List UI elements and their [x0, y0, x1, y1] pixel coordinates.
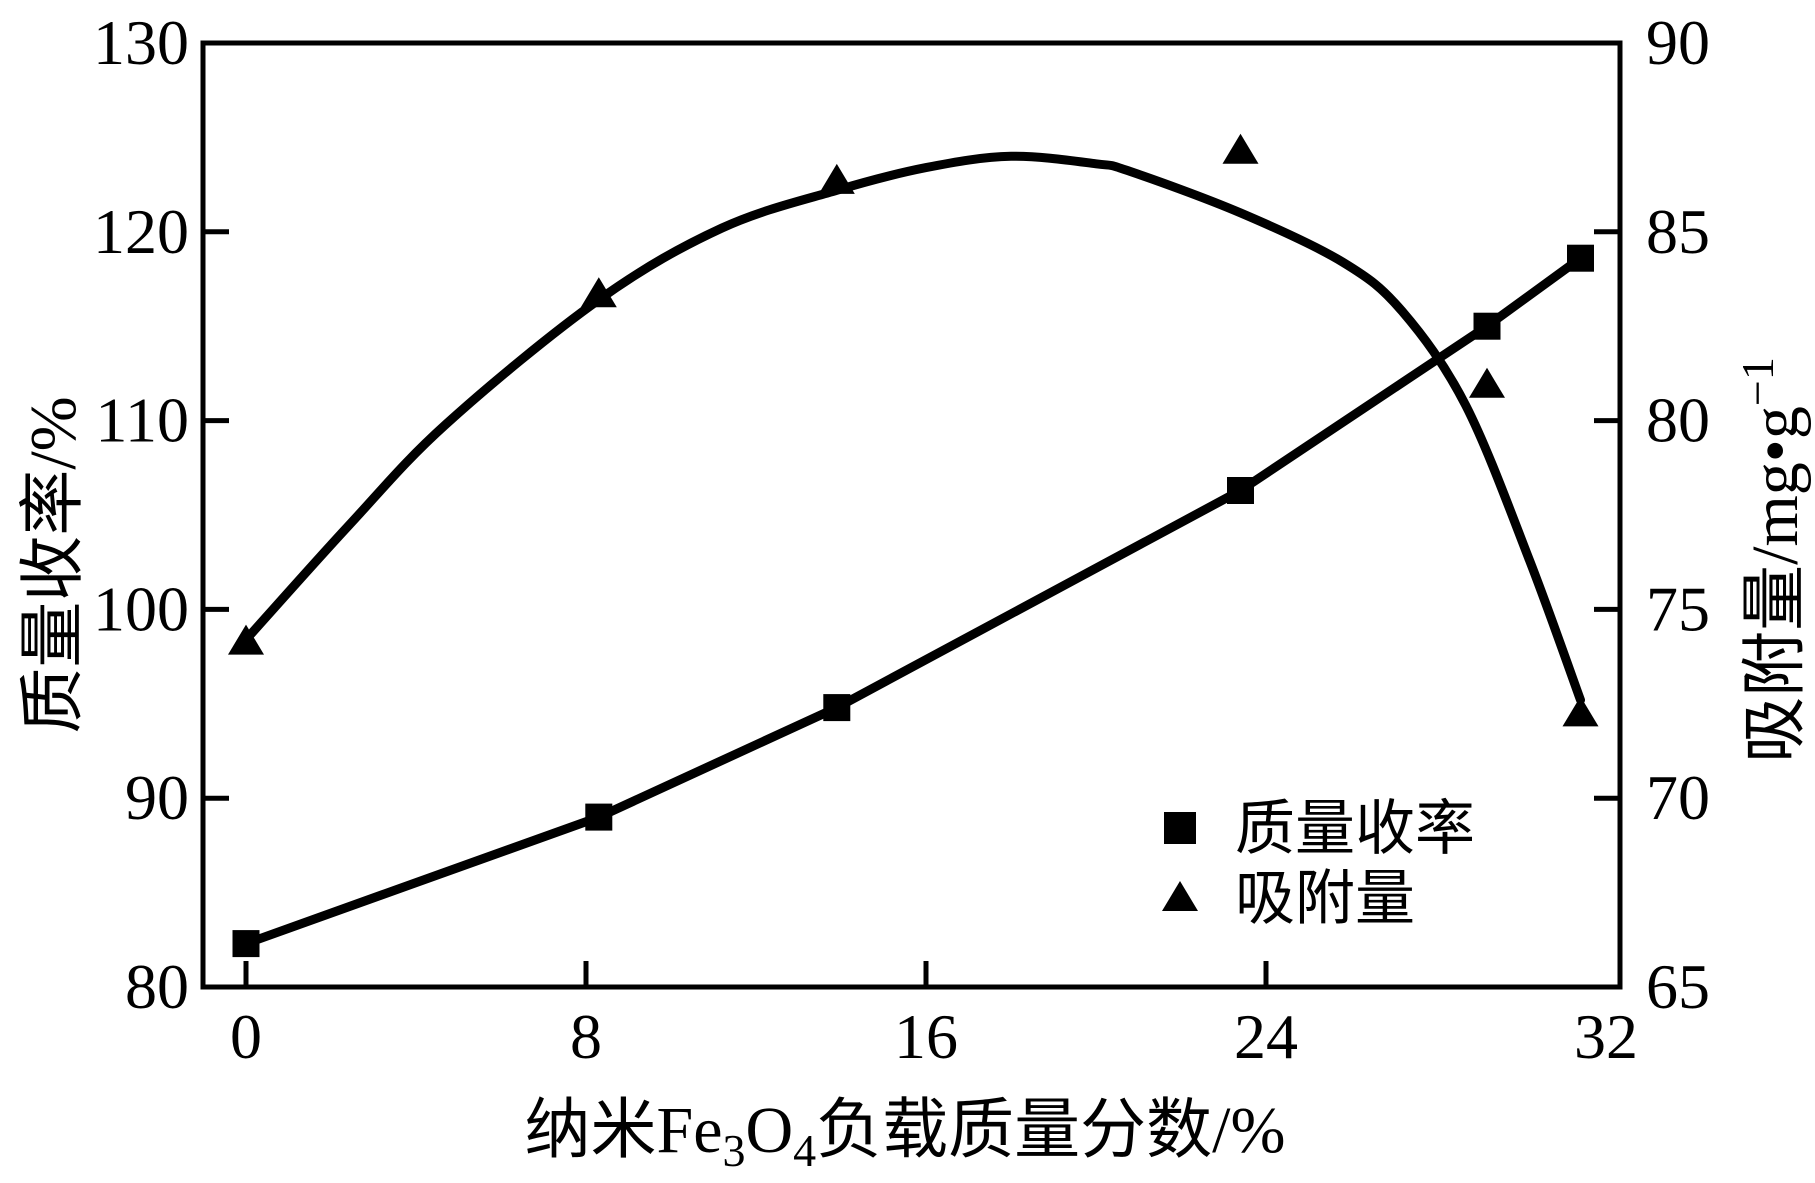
right-tick-label: 80 — [1646, 385, 1710, 456]
left-tick-label: 120 — [93, 196, 189, 267]
right-tick-label: 90 — [1646, 7, 1710, 78]
left-tick-label: 100 — [93, 573, 189, 644]
adsorption-point-triangle — [818, 163, 855, 194]
adsorption-trend-curve — [241, 151, 1585, 705]
x-tick-label: 0 — [230, 1001, 262, 1072]
yield-point-square — [232, 930, 260, 958]
x-tick-label: 32 — [1574, 1001, 1638, 1072]
left-tick-label: 80 — [125, 951, 189, 1022]
right-tick-label: 75 — [1646, 573, 1710, 644]
axis-ticks: 0 8 16 24 32 80 90 100 110 120 130 65 70 75 80 85 90 — [93, 7, 1710, 1072]
x-tick-label: 24 — [1234, 1001, 1298, 1072]
right-tick-label: 70 — [1646, 762, 1710, 833]
left-tick-label: 110 — [95, 385, 189, 456]
right-tick-label: 65 — [1646, 951, 1710, 1022]
series-layer — [228, 133, 1599, 958]
yield-point-square — [1227, 477, 1254, 504]
yield-line — [244, 254, 1584, 948]
left-tick-label: 130 — [93, 7, 189, 78]
yield-point-square — [1567, 244, 1594, 272]
adsorption-point-triangle — [228, 624, 264, 655]
adsorption-point-triangle — [1562, 696, 1599, 727]
x-axis-title: 纳米Fe3O4负载质量分数/% — [525, 1094, 1286, 1176]
right-axis-title: 吸附量/mg•g−1 — [1732, 357, 1812, 763]
plot-border — [200, 40, 1623, 990]
legend-label-yield: 质量收率 — [1235, 796, 1475, 862]
yield-point-square — [1473, 312, 1501, 340]
x-tick-label: 16 — [894, 1001, 958, 1072]
adsorption-point-triangle — [580, 277, 617, 308]
yield-point-square — [585, 803, 613, 831]
yield-point-square — [823, 694, 851, 722]
x-tick-label: 8 — [570, 1001, 602, 1072]
adsorption-point-triangle — [1469, 367, 1505, 398]
legend-marker-square — [1164, 812, 1196, 844]
left-axis-title: 质量收率/% — [17, 396, 90, 733]
right-tick-label: 85 — [1646, 196, 1710, 267]
legend-label-adsorption: 吸附量 — [1235, 866, 1415, 932]
plot-frame — [200, 40, 1623, 990]
legend-marker-triangle — [1162, 881, 1198, 911]
left-tick-label: 90 — [125, 762, 189, 833]
adsorption-point-triangle — [1222, 133, 1259, 164]
